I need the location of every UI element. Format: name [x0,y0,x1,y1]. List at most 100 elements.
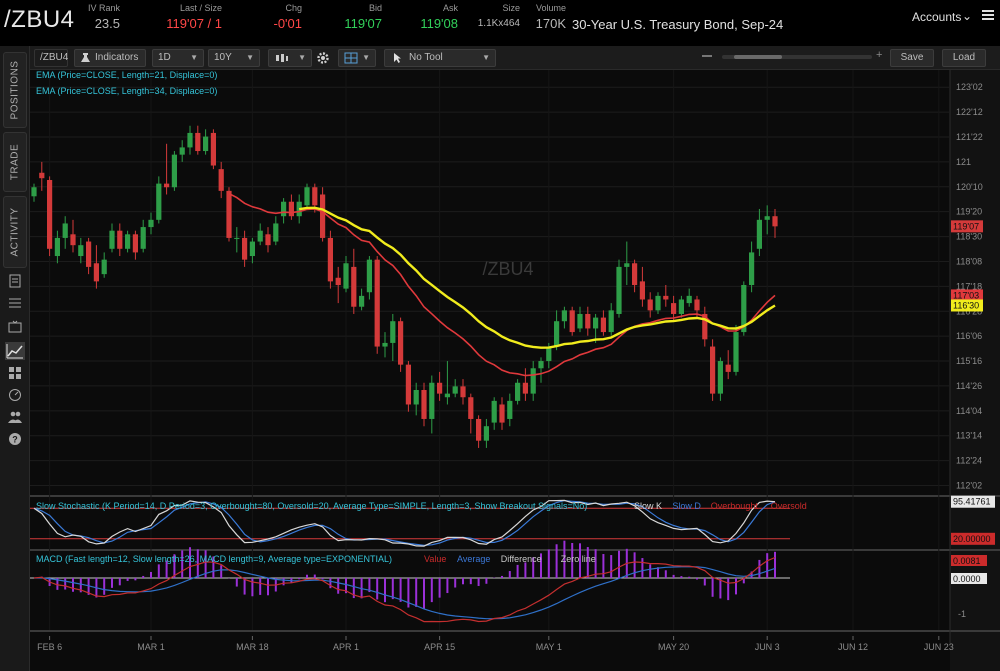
candle-body [101,259,107,275]
save-button[interactable]: Save [890,49,934,67]
iv-rank-value: 23.5 [94,16,120,31]
candle-body [515,382,521,401]
candle-body [351,266,357,307]
candle-body [327,237,333,282]
tab-trade-label: TRADE [9,143,21,181]
zoom-slider[interactable] [722,55,872,59]
indicators-label: Indicators [95,52,139,63]
accounts-menu[interactable]: Accounts [912,10,962,24]
stochastic-study-label: Slow Stochastic (K Period=14, D Period=3… [36,501,587,511]
chevron-down-icon[interactable]: ⌄ [962,9,973,23]
candle-body [530,368,536,394]
slow-k-line [33,499,776,547]
candle-body [616,266,622,314]
chart-background [30,70,1000,671]
stochastic-legend-item: Overbought [711,501,759,511]
drawing-style-select[interactable]: ▼ [338,49,376,67]
candle-body [577,313,583,329]
y-tick-label: 112'02 [956,480,982,490]
candle-body [772,216,778,227]
menu-icon[interactable] [982,8,994,22]
cursor-icon [394,53,401,63]
candle-body [171,154,177,188]
candle-body [678,299,684,314]
candle-body [242,237,248,260]
size-value: 1.1Kx464 [477,18,520,29]
gauge-icon[interactable] [8,388,22,402]
ema21-line [228,192,776,377]
ema34-study-label: EMA (Price=CLOSE, Length=34, Displace=0) [36,86,217,96]
candlestick-icon [276,54,288,62]
macd-legend-item: Difference [501,554,542,564]
macd-legend-item: Zero line [561,554,596,564]
macd-axis-tick: -1 [958,609,966,619]
chart-icon[interactable] [5,342,25,360]
ask-col: Ask 119'08 [410,3,458,31]
tab-positions[interactable]: POSITIONS [3,52,27,128]
ask-value[interactable]: 119'08 [420,16,458,31]
candle-body [608,310,614,333]
candle-body [70,234,76,246]
tab-trade[interactable]: TRADE [3,132,27,192]
caret-down-icon: ▼ [246,53,254,62]
help-icon[interactable]: ? [8,432,22,446]
load-button[interactable]: Load [942,49,986,67]
candle-body [437,382,443,394]
range-value: 10Y [214,52,232,63]
candle-body [569,310,575,333]
price-chart[interactable]: /ZBU4 123'02 122'12 121'22 121 120'10 119'20 1… [30,70,1000,671]
candle-body [195,132,201,152]
indicators-button[interactable]: Indicators [74,49,146,67]
candle-body [312,187,318,206]
zoom-slider-thumb[interactable] [734,55,782,59]
tab-activity[interactable]: ACTIVITY [3,196,27,268]
x-tick-label: MAY 1 [536,642,562,652]
candle-body [686,295,692,304]
macd-value-tag-bg [951,555,987,566]
candle-body [47,180,53,249]
candle-body [491,400,497,423]
price-axis-panel [950,70,1000,671]
grid-icon[interactable] [8,366,22,380]
list-icon[interactable] [8,296,22,310]
symbol-title[interactable]: /ZBU4 [4,6,75,33]
macd-legend-item: Average [457,554,490,564]
candle-body [335,277,341,285]
tool-select[interactable]: No Tool ▼ [384,49,496,67]
range-select[interactable]: 10Y ▼ [208,49,260,67]
watermark: /ZBU4 [482,259,533,279]
y-tick-label: 120'10 [956,182,983,192]
instrument-description: 30-Year U.S. Treasury Bond, Sep-24 [572,17,784,32]
candle-body [476,418,482,441]
candle-body [62,223,68,238]
size-label: Size [502,3,520,13]
chart-svg[interactable]: /ZBU4 123'02 122'12 121'22 121 120'10 119'20 1… [30,70,1000,671]
tv-icon[interactable] [8,320,22,334]
candle-body [647,299,653,311]
candle-body [585,313,591,329]
users-icon[interactable] [8,410,22,424]
candle-body [86,241,92,267]
candle-body [725,364,731,372]
candle-body [343,263,349,289]
gear-icon[interactable] [316,51,330,65]
candle-body [265,234,271,246]
chart-symbol-field[interactable]: /ZBU4 [34,49,68,67]
bid-value[interactable]: 119'07 [344,16,382,31]
candle-body [288,201,294,217]
macd-value-line [33,556,776,623]
candle-body [421,390,427,419]
x-tick-label: MAY 20 [658,642,689,652]
zoom-out-icon[interactable] [702,55,712,57]
zoom-in-icon[interactable]: + [876,49,883,61]
caret-down-icon: ▼ [298,53,306,62]
candle-body [39,172,45,179]
chart-type-select[interactable]: ▼ [268,49,312,67]
document-icon[interactable] [8,274,22,288]
volume-col: Volume 170K [524,3,566,31]
period-select[interactable]: 1D ▼ [152,49,204,67]
candle-body [304,187,310,206]
last-value: 119'07 / 1 [166,16,222,31]
candle-body [413,390,419,405]
candle-body [483,426,489,441]
